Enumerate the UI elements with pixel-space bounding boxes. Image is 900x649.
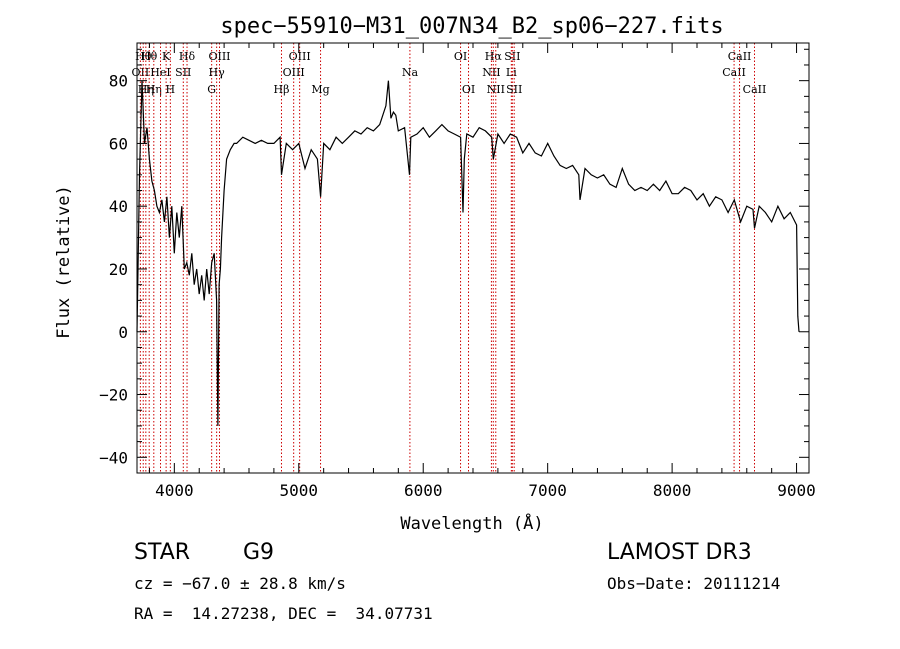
line-marker-label: Hβ xyxy=(274,83,290,96)
line-marker-label: Hθ xyxy=(135,50,152,63)
x-tick-label: 8000 xyxy=(653,481,692,500)
line-marker-label: NII xyxy=(482,66,500,79)
line-marker-label: CaII xyxy=(728,50,752,63)
redshift-velocity: cz = −67.0 ± 28.8 km/s xyxy=(134,574,346,593)
y-tick-label: 40 xyxy=(109,197,128,216)
x-axis: 4000 5000 6000 7000 8000 9000 xyxy=(148,43,816,500)
line-marker-label: CaII xyxy=(743,83,767,96)
line-marker-label: Hη xyxy=(146,83,162,96)
line-marker-label: K xyxy=(162,50,171,63)
line-marker-label: Hδ xyxy=(179,50,196,63)
x-tick-label: 4000 xyxy=(155,481,194,500)
chart-title: spec−55910−M31_007N34_B2_sp06−227.fits xyxy=(220,14,723,39)
survey-name: LAMOST DR3 xyxy=(607,540,752,565)
x-axis-label: Wavelength (Å) xyxy=(400,512,543,534)
line-marker-label: CaII xyxy=(722,66,746,79)
line-marker-label: SII xyxy=(504,50,520,63)
object-class: STAR xyxy=(134,540,191,565)
spectrum-line xyxy=(136,80,800,426)
subclass: G9 xyxy=(243,540,275,565)
line-marker-label: Hθ xyxy=(141,50,158,63)
line-marker-label: Na xyxy=(402,66,419,79)
x-tick-label: 5000 xyxy=(280,481,319,500)
x-tick-label: 9000 xyxy=(777,481,816,500)
line-marker-label: SII xyxy=(506,83,522,96)
y-axis: −40 −20 0 20 40 60 80 xyxy=(99,48,809,467)
spectral-line-markers: OIIHθHηHθHηHeIKHSIIHδGHγOIIIHβOIIIOIIIMg… xyxy=(132,43,767,473)
line-marker-label: OIII xyxy=(283,66,305,79)
line-marker-label: HeI xyxy=(150,66,170,79)
x-tick-label: 7000 xyxy=(528,481,567,500)
y-tick-label: −40 xyxy=(99,448,128,467)
line-marker-label: OIII xyxy=(208,50,230,63)
observation-date: Obs−Date: 20111214 xyxy=(607,574,781,593)
y-axis-label: Flux (relative) xyxy=(54,185,74,339)
x-tick-label: 6000 xyxy=(404,481,443,500)
line-marker-label: OIII xyxy=(289,50,311,63)
coordinates: RA = 14.27238, DEC = 34.07731 xyxy=(134,604,433,623)
plot-frame xyxy=(136,42,810,474)
y-tick-label: 0 xyxy=(118,323,128,342)
y-tick-label: −20 xyxy=(99,386,128,405)
line-marker-label: Hγ xyxy=(209,66,226,79)
line-marker-label: Mg xyxy=(311,83,329,96)
line-marker-label: G xyxy=(207,83,216,96)
line-marker-label: OI xyxy=(454,50,467,63)
y-tick-label: 60 xyxy=(109,134,128,153)
line-marker-label: SII xyxy=(175,66,191,79)
y-tick-label: 80 xyxy=(109,72,128,91)
line-marker-label: OI xyxy=(462,83,475,96)
line-marker-label: NII xyxy=(487,83,505,96)
y-tick-label: 20 xyxy=(109,260,128,279)
line-marker-label: H xyxy=(166,83,176,96)
line-marker-label: Li xyxy=(506,66,517,79)
line-marker-label: OII xyxy=(132,66,150,79)
line-marker-label: Hα xyxy=(485,50,503,63)
